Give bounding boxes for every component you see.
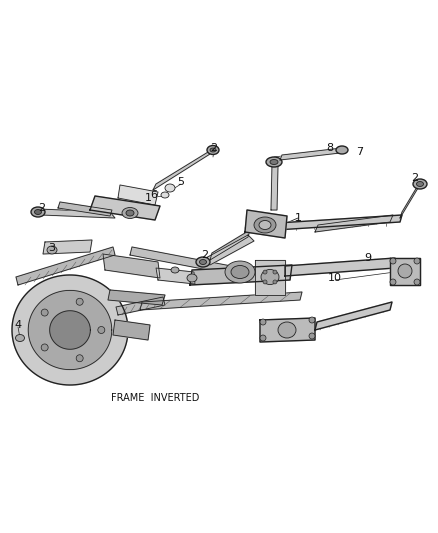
Ellipse shape: [278, 322, 296, 338]
Text: 1: 1: [145, 193, 152, 203]
Text: 5: 5: [177, 177, 184, 187]
Ellipse shape: [413, 179, 427, 189]
Ellipse shape: [263, 270, 267, 274]
Polygon shape: [210, 230, 250, 260]
Polygon shape: [315, 302, 392, 330]
Ellipse shape: [35, 209, 42, 214]
Text: 6: 6: [151, 190, 158, 200]
Text: 1: 1: [294, 213, 301, 223]
Ellipse shape: [98, 327, 105, 334]
Ellipse shape: [122, 207, 138, 219]
Ellipse shape: [273, 280, 277, 284]
Ellipse shape: [390, 279, 396, 285]
Ellipse shape: [309, 333, 315, 339]
Polygon shape: [156, 268, 195, 284]
Ellipse shape: [414, 258, 420, 264]
Ellipse shape: [165, 184, 175, 192]
Ellipse shape: [261, 270, 279, 285]
Ellipse shape: [263, 280, 267, 284]
Ellipse shape: [161, 192, 169, 198]
Ellipse shape: [273, 270, 277, 274]
Ellipse shape: [76, 298, 83, 305]
Ellipse shape: [31, 207, 45, 217]
Ellipse shape: [260, 335, 266, 341]
Ellipse shape: [398, 264, 412, 278]
Polygon shape: [204, 235, 254, 265]
Polygon shape: [90, 196, 160, 220]
Polygon shape: [255, 260, 285, 295]
Ellipse shape: [225, 261, 255, 283]
Polygon shape: [390, 258, 420, 285]
Ellipse shape: [266, 157, 282, 167]
Text: 9: 9: [364, 253, 371, 263]
Text: 7: 7: [357, 147, 364, 157]
Polygon shape: [130, 247, 252, 278]
Ellipse shape: [207, 146, 219, 155]
Polygon shape: [28, 290, 112, 369]
Ellipse shape: [270, 159, 278, 165]
Polygon shape: [108, 290, 165, 305]
Polygon shape: [245, 215, 402, 232]
Text: 2: 2: [39, 203, 46, 213]
Polygon shape: [245, 210, 287, 238]
Polygon shape: [315, 215, 393, 232]
Polygon shape: [260, 318, 315, 342]
Text: FRAME  INVERTED: FRAME INVERTED: [111, 393, 199, 403]
Polygon shape: [153, 149, 213, 190]
Ellipse shape: [171, 267, 179, 273]
Polygon shape: [190, 265, 292, 285]
Polygon shape: [140, 292, 302, 310]
Text: 10: 10: [328, 273, 342, 283]
Ellipse shape: [231, 265, 249, 279]
Text: 3: 3: [49, 243, 56, 253]
Ellipse shape: [260, 319, 266, 325]
Ellipse shape: [41, 309, 48, 316]
Polygon shape: [118, 185, 158, 205]
Ellipse shape: [309, 317, 315, 323]
Polygon shape: [285, 258, 395, 276]
Text: 2: 2: [411, 173, 419, 183]
Text: 2: 2: [201, 250, 208, 260]
Ellipse shape: [417, 182, 424, 187]
Ellipse shape: [259, 221, 271, 230]
Polygon shape: [400, 182, 420, 218]
Ellipse shape: [15, 335, 25, 342]
Ellipse shape: [199, 260, 206, 264]
Ellipse shape: [390, 258, 396, 264]
Ellipse shape: [414, 279, 420, 285]
Text: 2: 2: [210, 143, 218, 153]
Ellipse shape: [126, 210, 134, 216]
Ellipse shape: [196, 257, 210, 267]
Ellipse shape: [76, 355, 83, 362]
Polygon shape: [12, 275, 128, 385]
Polygon shape: [280, 148, 342, 160]
Text: 4: 4: [14, 320, 21, 330]
Text: 8: 8: [326, 143, 334, 153]
Ellipse shape: [187, 274, 197, 282]
Ellipse shape: [254, 217, 276, 233]
Polygon shape: [103, 254, 160, 278]
Polygon shape: [38, 209, 115, 218]
Polygon shape: [116, 297, 165, 315]
Ellipse shape: [47, 246, 57, 254]
Ellipse shape: [41, 344, 48, 351]
Polygon shape: [271, 165, 278, 210]
Ellipse shape: [336, 146, 348, 154]
Polygon shape: [113, 320, 150, 340]
Polygon shape: [58, 202, 112, 216]
Polygon shape: [49, 311, 90, 349]
Polygon shape: [43, 240, 92, 254]
Ellipse shape: [210, 148, 216, 152]
Polygon shape: [16, 247, 115, 285]
